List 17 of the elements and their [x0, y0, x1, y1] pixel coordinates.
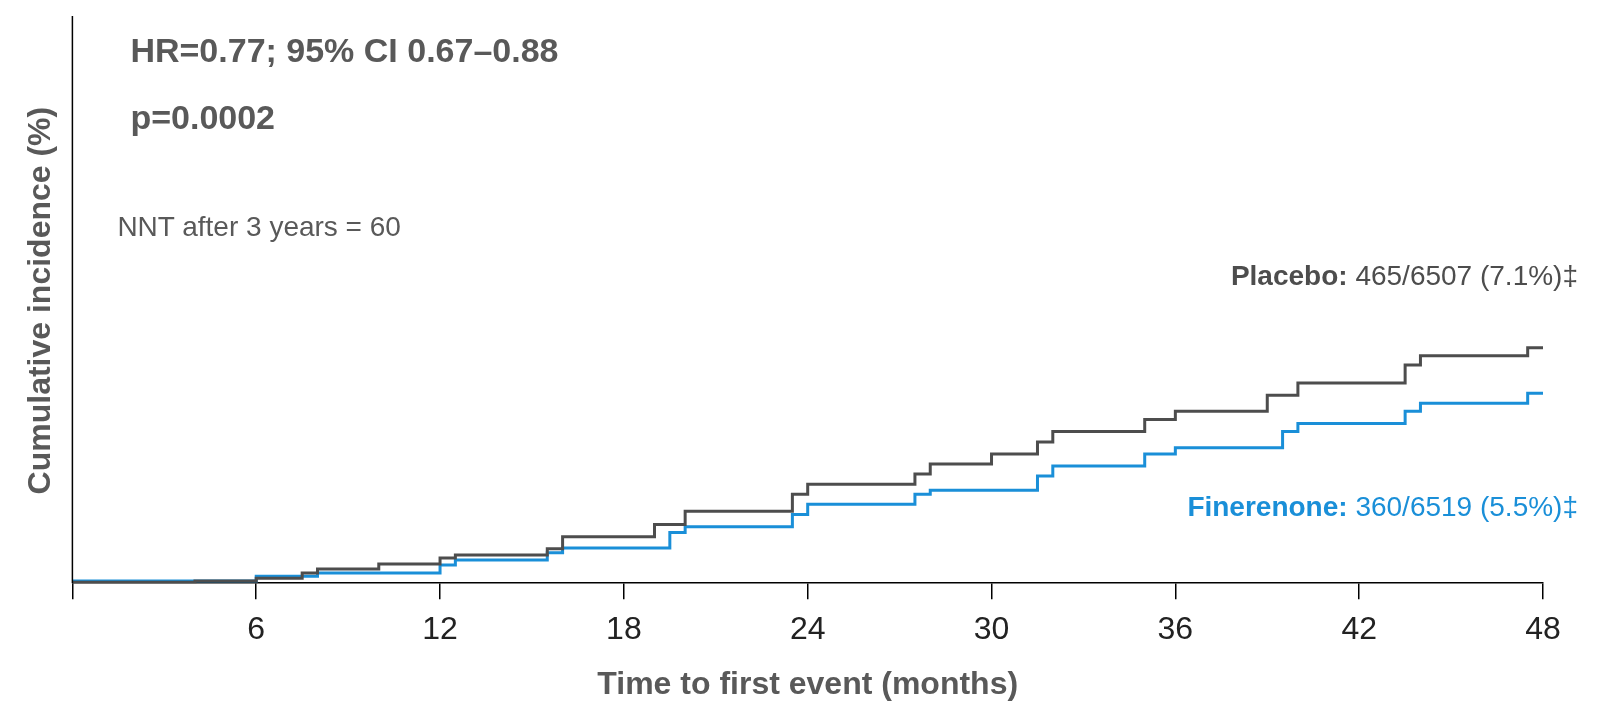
- text: Placebo:: [1230, 260, 1348, 292]
- x-tick-label: 24: [789, 610, 826, 647]
- x-tick-label: 6: [247, 610, 266, 647]
- text: p=0.0002: [130, 98, 276, 137]
- x-tick-label: 12: [422, 610, 458, 647]
- x-axis-title: Time to first event (months): [597, 664, 1019, 701]
- text: HR=0.77; 95% CI 0.67–0.88: [130, 31, 559, 70]
- x-tick-label: 30: [973, 610, 1010, 647]
- x-tick-label: 48: [1525, 610, 1561, 647]
- y-axis-title: Cumulative incidence (%): [21, 106, 58, 495]
- x-tick-label: 42: [1341, 610, 1377, 647]
- text: NNT after 3 years = 60: [117, 210, 401, 242]
- x-tick-label: 36: [1157, 610, 1194, 647]
- text: 465/6507 (7.1%)‡: [1355, 260, 1578, 292]
- series-label: Finerenone:: [1187, 490, 1348, 522]
- annotation: 360/6519 (5.5%)‡: [1355, 490, 1578, 522]
- x-tick-label: 18: [606, 610, 642, 647]
